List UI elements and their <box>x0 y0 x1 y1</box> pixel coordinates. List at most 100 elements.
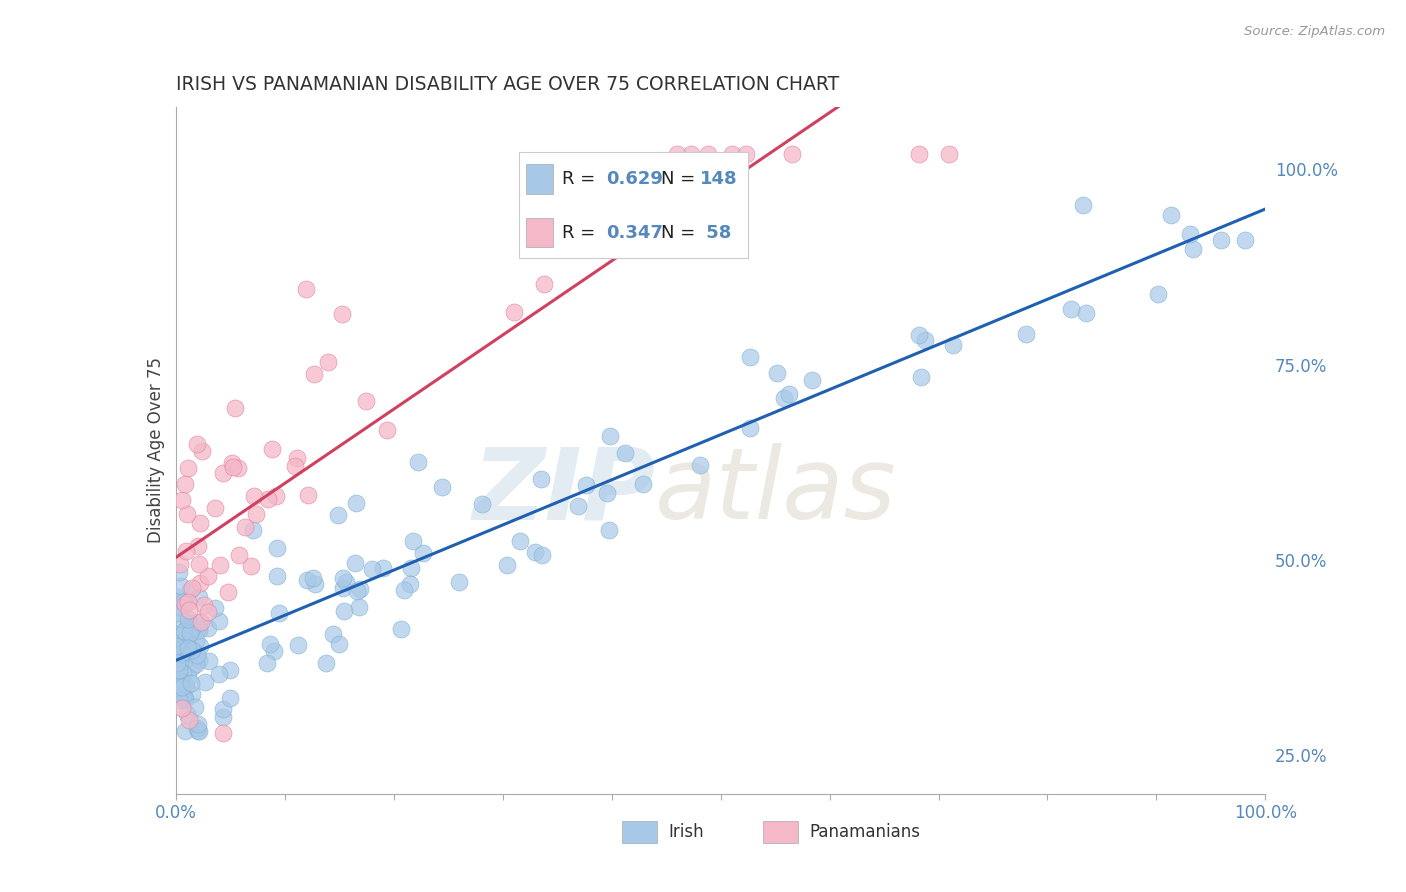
Point <box>167 693 190 707</box>
Point <box>266 541 288 555</box>
Point <box>398 577 420 591</box>
Point <box>412 546 434 560</box>
Point <box>264 489 287 503</box>
Point <box>172 692 194 706</box>
Point <box>165 650 187 665</box>
Point <box>181 581 204 595</box>
Point <box>221 460 243 475</box>
Point <box>188 516 211 530</box>
Point <box>176 646 198 660</box>
Point <box>335 575 357 590</box>
Point <box>218 691 240 706</box>
Point <box>165 627 187 641</box>
Text: N =: N = <box>661 224 700 242</box>
Point <box>188 591 211 605</box>
Point <box>1178 227 1201 242</box>
Point <box>1014 326 1036 341</box>
Point <box>186 648 208 662</box>
Point <box>177 641 200 656</box>
Point <box>165 591 187 605</box>
Point <box>347 599 370 614</box>
Point <box>172 595 194 609</box>
Point <box>721 146 744 161</box>
Point <box>167 600 190 615</box>
Point <box>176 632 198 647</box>
Point <box>266 569 288 583</box>
Point <box>263 644 285 658</box>
Point <box>734 146 756 161</box>
Point <box>598 523 620 537</box>
Point <box>172 700 194 714</box>
Point <box>174 544 197 558</box>
Point <box>166 656 188 670</box>
Point <box>208 614 231 628</box>
Text: N =: N = <box>661 170 700 188</box>
Text: 58: 58 <box>700 224 731 242</box>
Point <box>328 637 350 651</box>
Point <box>170 647 193 661</box>
Point <box>356 394 378 409</box>
Point <box>509 533 531 548</box>
Point <box>181 622 204 636</box>
Point <box>349 582 371 596</box>
Point <box>302 571 325 585</box>
Point <box>212 726 235 740</box>
Point <box>531 549 554 563</box>
Point <box>1074 305 1097 319</box>
Point <box>208 667 231 681</box>
Point <box>165 593 187 607</box>
Point <box>449 574 471 589</box>
Point <box>681 146 703 161</box>
Point <box>262 442 284 456</box>
Point <box>186 633 208 648</box>
Point <box>179 625 201 640</box>
Text: R =: R = <box>562 170 602 188</box>
Point <box>188 615 211 630</box>
Point <box>503 304 526 318</box>
Point <box>176 631 198 645</box>
Point <box>613 446 636 460</box>
Point <box>333 604 356 618</box>
Point <box>181 623 204 637</box>
Point <box>188 623 211 637</box>
Point <box>224 401 246 416</box>
Point <box>297 488 319 502</box>
Point <box>326 508 349 523</box>
Text: atlas: atlas <box>655 443 897 541</box>
Text: Source: ZipAtlas.com: Source: ZipAtlas.com <box>1244 25 1385 38</box>
Point <box>343 557 366 571</box>
Point <box>174 640 197 655</box>
Point <box>187 652 209 666</box>
Text: Panamanians: Panamanians <box>810 822 920 841</box>
Point <box>402 533 425 548</box>
FancyBboxPatch shape <box>526 164 554 194</box>
Point <box>219 663 242 677</box>
Point <box>242 490 264 504</box>
Point <box>174 680 197 694</box>
Point <box>221 456 243 470</box>
Text: IRISH VS PANAMANIAN DISABILITY AGE OVER 75 CORRELATION CHART: IRISH VS PANAMANIAN DISABILITY AGE OVER … <box>176 75 839 95</box>
Point <box>406 455 429 469</box>
Point <box>166 649 188 664</box>
Point <box>567 499 589 513</box>
Point <box>174 724 197 739</box>
Point <box>738 421 761 435</box>
Point <box>186 437 208 451</box>
Point <box>631 476 654 491</box>
Point <box>169 557 191 571</box>
Point <box>183 700 205 714</box>
Point <box>332 581 354 595</box>
Point <box>170 627 193 641</box>
Point <box>315 656 337 670</box>
Point <box>198 654 221 668</box>
Point <box>240 559 263 574</box>
Point <box>782 146 804 161</box>
Point <box>197 621 219 635</box>
Point <box>170 673 193 688</box>
Point <box>330 307 353 321</box>
Point <box>191 444 214 458</box>
Point <box>167 565 190 579</box>
Point <box>181 643 204 657</box>
Point <box>184 657 207 672</box>
Point <box>801 373 824 387</box>
